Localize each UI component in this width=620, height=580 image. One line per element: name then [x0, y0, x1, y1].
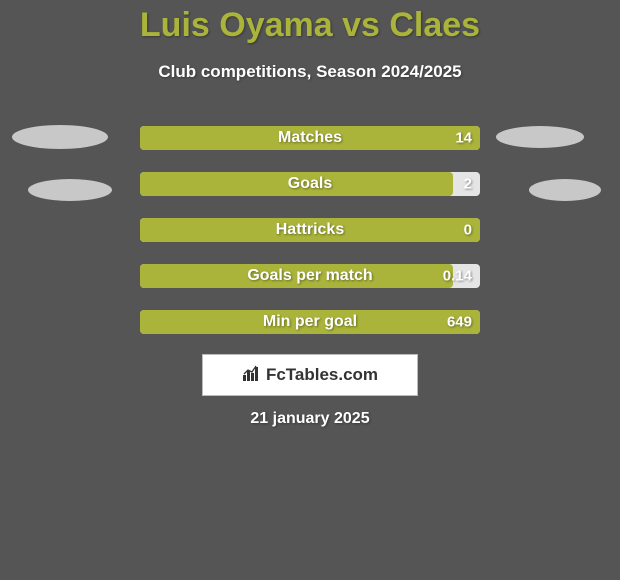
team-ellipse	[529, 179, 601, 201]
stat-row: Goals per match0.14	[140, 264, 480, 288]
stat-label: Min per goal	[140, 313, 480, 331]
page-subtitle: Club competitions, Season 2024/2025	[0, 62, 620, 82]
stat-value: 0.14	[443, 268, 472, 285]
stat-label: Matches	[140, 129, 480, 147]
stat-row: Matches14	[140, 126, 480, 150]
stats-comparison-card: Luis Oyama vs Claes Club competitions, S…	[0, 0, 620, 580]
stat-value: 14	[455, 130, 472, 147]
stat-value: 2	[464, 176, 472, 193]
stat-label: Goals per match	[140, 267, 480, 285]
brand-box[interactable]: FcTables.com	[202, 354, 418, 396]
page-title: Luis Oyama vs Claes	[0, 6, 620, 45]
stat-value: 0	[464, 222, 472, 239]
brand-text: FcTables.com	[266, 365, 378, 385]
stat-label: Hattricks	[140, 221, 480, 239]
stat-value: 649	[447, 314, 472, 331]
stat-bars: Matches14 Goals2 Hattricks0 Goals per match…	[140, 126, 480, 356]
stat-row: Min per goal649	[140, 310, 480, 334]
brand-chart-icon	[242, 364, 260, 387]
date-line: 21 january 2025	[0, 410, 620, 428]
team-ellipse	[12, 125, 108, 149]
team-ellipse	[28, 179, 112, 201]
stat-label: Goals	[140, 175, 480, 193]
stat-row: Hattricks0	[140, 218, 480, 242]
team-ellipse	[496, 126, 584, 148]
stat-row: Goals2	[140, 172, 480, 196]
